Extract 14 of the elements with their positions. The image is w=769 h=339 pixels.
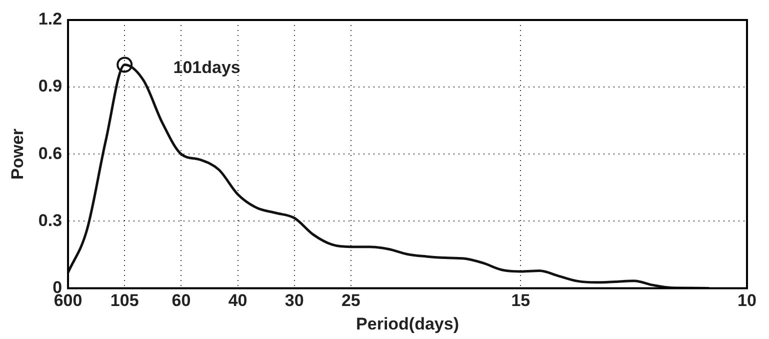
y-tick-label: 0.6	[38, 144, 62, 163]
x-tick-label: 25	[341, 291, 360, 310]
x-tick-label: 15	[511, 291, 530, 310]
x-tick-label: 10	[738, 291, 756, 310]
x-tick-label: 30	[284, 291, 304, 310]
y-tick-label: 1.2	[38, 10, 62, 29]
y-tick-label: 0.9	[38, 76, 62, 96]
y-axis-title: Power	[8, 128, 27, 180]
x-tick-label: 40	[228, 291, 248, 310]
x-tick-label: 105	[110, 291, 139, 310]
x-tick-label: 60	[172, 291, 191, 310]
x-axis-title: Period(days)	[356, 314, 460, 334]
y-tick-label: 0.3	[38, 210, 62, 230]
annotation: 101days	[173, 58, 240, 77]
